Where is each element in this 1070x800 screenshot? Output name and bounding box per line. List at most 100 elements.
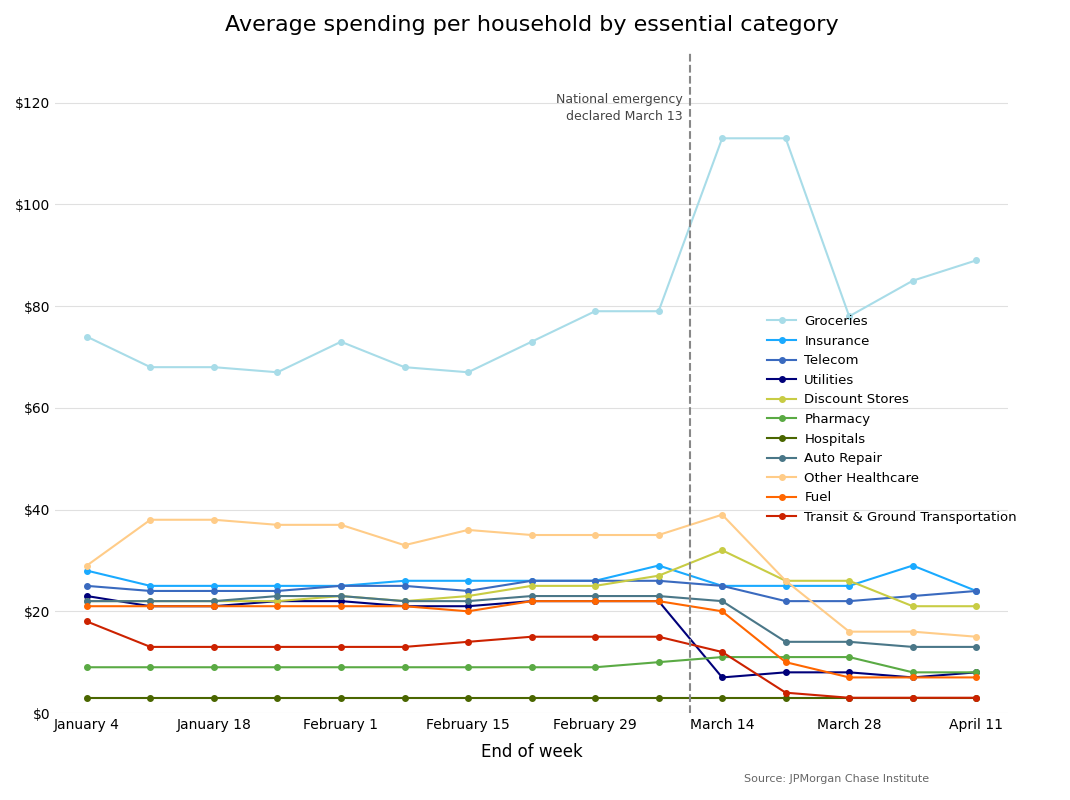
Discount Stores: [906, 602, 919, 611]
Pharmacy: [843, 652, 856, 662]
Telecom: [335, 581, 348, 590]
Transit & Ground Transportation: [653, 632, 666, 642]
Hospitals: [461, 693, 474, 702]
Telecom: [588, 576, 601, 586]
Groceries: [653, 306, 666, 316]
Utilities: [969, 667, 982, 677]
Insurance: [80, 566, 93, 575]
Title: Average spending per household by essential category: Average spending per household by essent…: [225, 15, 839, 35]
Utilities: [335, 596, 348, 606]
Fuel: [271, 602, 284, 611]
Auto Repair: [80, 596, 93, 606]
Hospitals: [208, 693, 220, 702]
Transit & Ground Transportation: [398, 642, 411, 652]
Line: Discount Stores: Discount Stores: [85, 547, 979, 609]
Telecom: [208, 586, 220, 596]
Transit & Ground Transportation: [716, 647, 729, 657]
X-axis label: End of week: End of week: [480, 743, 582, 761]
Fuel: [144, 602, 157, 611]
Utilities: [461, 602, 474, 611]
Auto Repair: [525, 591, 538, 601]
Groceries: [208, 362, 220, 372]
Pharmacy: [461, 662, 474, 672]
Other Healthcare: [779, 576, 792, 586]
Discount Stores: [716, 546, 729, 555]
Transit & Ground Transportation: [588, 632, 601, 642]
Line: Utilities: Utilities: [85, 594, 979, 680]
Transit & Ground Transportation: [779, 688, 792, 698]
Groceries: [398, 362, 411, 372]
Discount Stores: [843, 576, 856, 586]
Telecom: [461, 586, 474, 596]
Pharmacy: [525, 662, 538, 672]
Insurance: [969, 586, 982, 596]
Insurance: [588, 576, 601, 586]
Pharmacy: [906, 667, 919, 677]
Other Healthcare: [716, 510, 729, 519]
Utilities: [653, 596, 666, 606]
Transit & Ground Transportation: [906, 693, 919, 702]
Groceries: [906, 276, 919, 286]
Discount Stores: [271, 596, 284, 606]
Insurance: [653, 561, 666, 570]
Other Healthcare: [80, 561, 93, 570]
Groceries: [271, 367, 284, 377]
Auto Repair: [906, 642, 919, 652]
Utilities: [144, 602, 157, 611]
Telecom: [843, 596, 856, 606]
Fuel: [843, 673, 856, 682]
Text: National emergency
declared March 13: National emergency declared March 13: [556, 93, 683, 122]
Hospitals: [653, 693, 666, 702]
Transit & Ground Transportation: [335, 642, 348, 652]
Hospitals: [779, 693, 792, 702]
Pharmacy: [80, 662, 93, 672]
Telecom: [969, 586, 982, 596]
Utilities: [208, 602, 220, 611]
Telecom: [144, 586, 157, 596]
Auto Repair: [398, 596, 411, 606]
Insurance: [271, 581, 284, 590]
Auto Repair: [335, 591, 348, 601]
Groceries: [80, 332, 93, 342]
Line: Pharmacy: Pharmacy: [85, 654, 979, 675]
Discount Stores: [588, 581, 601, 590]
Hospitals: [335, 693, 348, 702]
Utilities: [525, 596, 538, 606]
Auto Repair: [653, 591, 666, 601]
Discount Stores: [461, 591, 474, 601]
Insurance: [335, 581, 348, 590]
Fuel: [461, 606, 474, 616]
Fuel: [779, 658, 792, 667]
Groceries: [969, 255, 982, 265]
Line: Fuel: Fuel: [85, 598, 979, 680]
Groceries: [716, 134, 729, 143]
Telecom: [779, 596, 792, 606]
Other Healthcare: [398, 540, 411, 550]
Utilities: [779, 667, 792, 677]
Other Healthcare: [843, 627, 856, 637]
Insurance: [208, 581, 220, 590]
Discount Stores: [80, 596, 93, 606]
Hospitals: [398, 693, 411, 702]
Fuel: [588, 596, 601, 606]
Discount Stores: [335, 591, 348, 601]
Fuel: [906, 673, 919, 682]
Line: Other Healthcare: Other Healthcare: [85, 512, 979, 639]
Telecom: [906, 591, 919, 601]
Other Healthcare: [969, 632, 982, 642]
Other Healthcare: [525, 530, 538, 540]
Pharmacy: [144, 662, 157, 672]
Discount Stores: [525, 581, 538, 590]
Groceries: [525, 337, 538, 346]
Pharmacy: [716, 652, 729, 662]
Hospitals: [144, 693, 157, 702]
Legend: Groceries, Insurance, Telecom, Utilities, Discount Stores, Pharmacy, Hospitals, : Groceries, Insurance, Telecom, Utilities…: [762, 310, 1022, 530]
Insurance: [716, 581, 729, 590]
Insurance: [398, 576, 411, 586]
Groceries: [461, 367, 474, 377]
Pharmacy: [588, 662, 601, 672]
Transit & Ground Transportation: [144, 642, 157, 652]
Fuel: [335, 602, 348, 611]
Telecom: [716, 581, 729, 590]
Auto Repair: [144, 596, 157, 606]
